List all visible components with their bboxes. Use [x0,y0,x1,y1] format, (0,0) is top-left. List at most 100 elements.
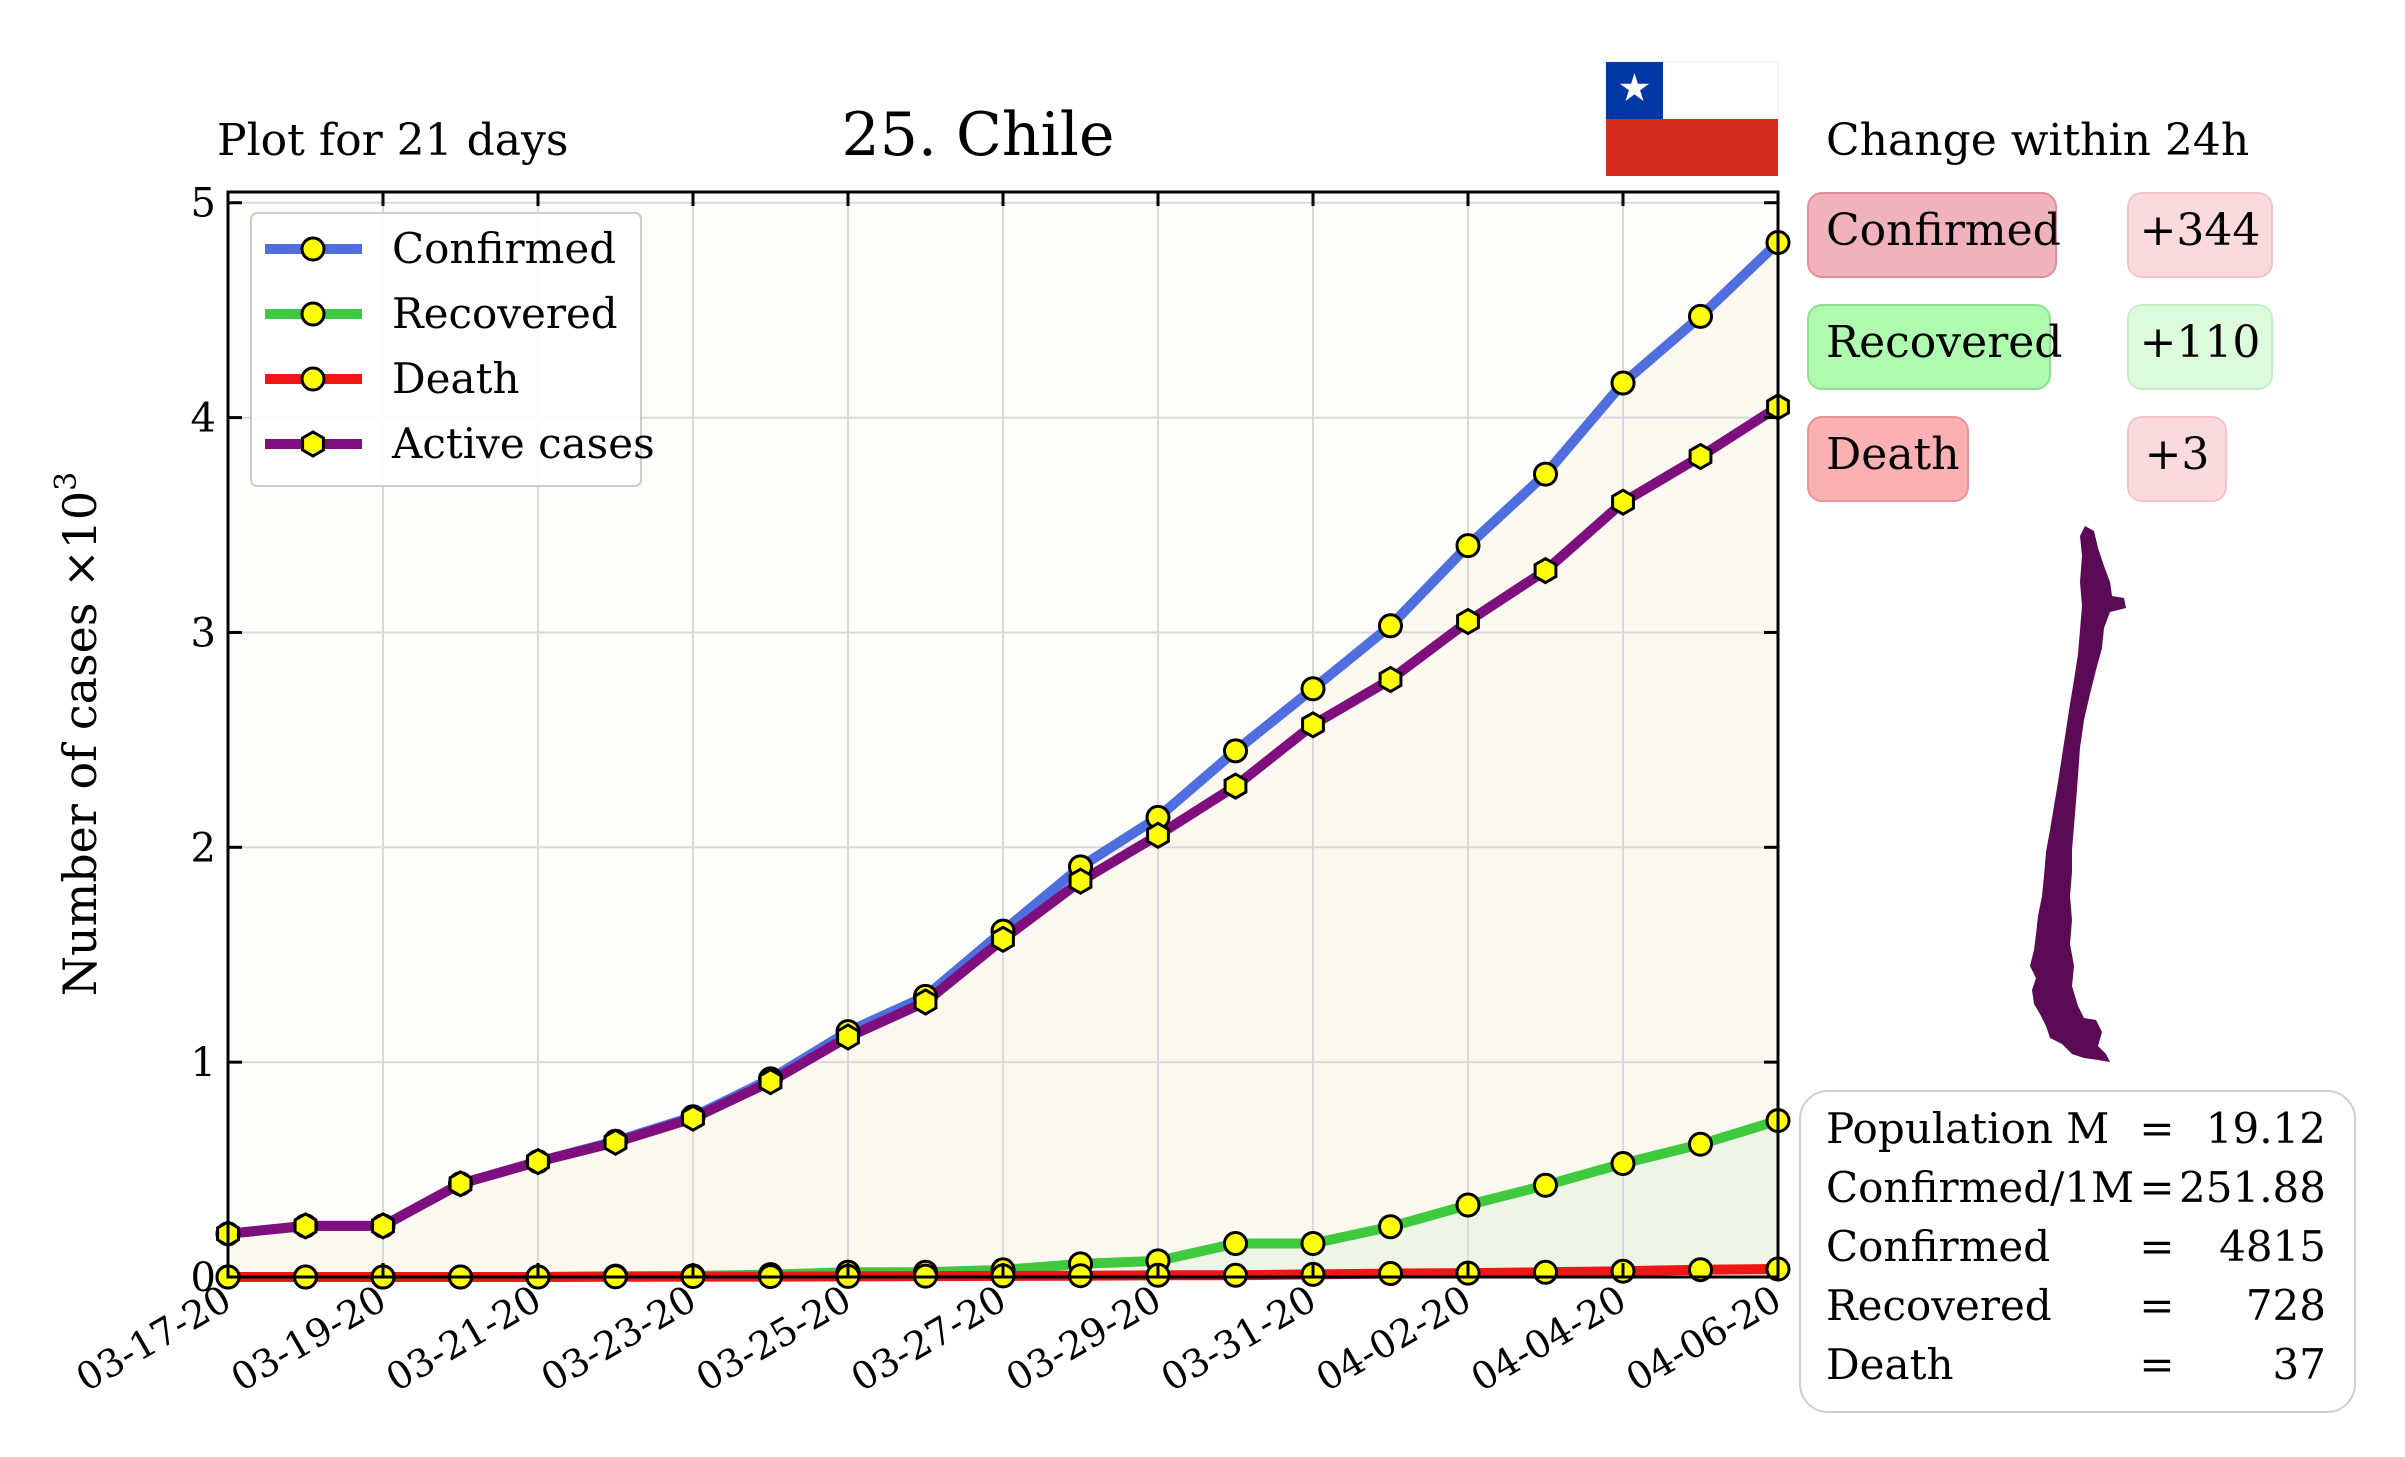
change-confirmed-value: +344 [2140,205,2261,256]
legend-marker [300,366,326,392]
change-confirmed-label: Confirmed [1826,205,2061,256]
active-cases-point [1378,665,1403,694]
active-cases-point [448,1170,473,1198]
active-cases-point [991,925,1015,954]
change-death-value-box [2127,416,2227,502]
stats-equals: = [2139,1340,2174,1389]
chart-title: 25. Chile [842,100,1115,170]
active-cases-point [1611,488,1635,516]
stats-label: Death [1826,1340,1954,1389]
legend-label: Active cases [391,419,655,468]
change-death-box [1807,416,1969,502]
x-tick-label: 03-27-20 [844,1277,1014,1400]
death-point [1533,1259,1558,1285]
active-cases-point [1068,867,1093,895]
active-cases-point [913,988,938,1016]
y-tick-label: 1 [191,1040,216,1086]
stats-value: 4815 [2219,1222,2326,1271]
stats-row-confirmed-1m: Confirmed/1M = 251.88 [1826,1163,2326,1212]
stats-label: Population M [1826,1104,2109,1153]
recovered-point [1223,1230,1248,1256]
legend-label: Confirmed [392,224,616,273]
legend-item-death: Death [265,354,520,403]
confirmed-point [1300,676,1326,702]
change-confirmed-value-box [2127,192,2273,278]
recovered-point [1378,1214,1403,1240]
stats-row-population-m: Population M = 19.12 [1826,1104,2326,1153]
legend-label: Death [392,354,520,403]
chile-flag-icon [1605,61,1779,176]
change-recovered-box [1807,304,2051,390]
death-point [1378,1261,1403,1287]
active-cases-point [526,1147,550,1176]
stats-equals: = [2139,1104,2174,1153]
change-recovered-value: +110 [2140,317,2261,368]
active-cases-point [1301,711,1325,739]
stats-label: Confirmed/1M [1826,1163,2134,1212]
x-tick-label: 04-06-20 [1619,1277,1789,1400]
active-cases-point [1533,556,1558,585]
death-point [1688,1257,1713,1283]
chile-map-icon [2030,526,2126,1062]
active-cases-point [1688,442,1713,471]
recovered-point [1300,1230,1326,1256]
active-cases-point [758,1067,783,1096]
change-recovered-value-box [2127,304,2273,390]
legend-marker [300,236,326,262]
x-tick-label: 04-04-20 [1464,1277,1634,1400]
legend-marker [301,430,325,458]
stats-value: 37 [2273,1340,2326,1389]
confirmed-point [1455,533,1481,559]
recovered-point [1688,1131,1713,1157]
active-cases-point [293,1212,318,1240]
y-tick-label: 5 [191,181,216,227]
confirmed-point [1688,303,1713,329]
stats-equals: = [2139,1281,2174,1330]
active-cases-point [836,1023,860,1051]
change-confirmed-box [1807,192,2057,278]
x-tick-label: 03-29-20 [999,1277,1169,1400]
stats-label: Confirmed [1826,1222,2050,1271]
confirmed-point [1610,370,1636,396]
change-panel: Confirmed +344 Recovered +110 Death +3 [1807,192,2273,502]
stats-value: 19.12 [2206,1104,2326,1153]
active-cases-point [1223,772,1248,800]
confirmed-area [228,242,1778,1277]
recovered-point [1533,1172,1558,1198]
y-tick-label: 3 [191,610,216,656]
legend-item-confirmed: Confirmed [265,224,616,273]
stats-equals: = [2139,1222,2174,1271]
y-axis-label: Number of cases ×103 [49,472,107,997]
legend: Confirmed Recovered Death Active cases [250,212,655,487]
confirmed-point [1533,461,1558,487]
x-tick-label: 03-21-20 [379,1277,549,1400]
legend-marker [300,301,326,327]
plot-subtitle: Plot for 21 days [217,115,568,166]
stats-row-confirmed: Confirmed = 4815 [1826,1222,2326,1271]
x-tick-label: 03-19-20 [224,1277,394,1400]
confirmed-point [1223,738,1248,764]
x-tick-label: 03-25-20 [689,1277,859,1400]
stats-equals: = [2139,1163,2174,1212]
y-tick-label: 4 [191,396,216,442]
x-tick-label: 03-17-20 [69,1277,239,1400]
stats-row-recovered: Recovered = 728 [1826,1281,2326,1330]
recovered-point [1610,1151,1636,1177]
stats-value: 251.88 [2179,1163,2326,1212]
change-death-value: +3 [2145,429,2210,480]
legend-item-active-cases: Active cases [265,419,655,468]
x-tick-label: 03-31-20 [1154,1277,1324,1400]
change-title: Change within 24h [1826,115,2249,166]
y-tick-label: 2 [191,825,216,871]
stats-label: Recovered [1826,1281,2052,1330]
recovered-point [1455,1192,1481,1218]
stats-row-death: Death = 37 [1826,1340,2326,1389]
active-cases-point [681,1104,705,1132]
change-death-label: Death [1826,429,1960,480]
confirmed-point [1378,613,1403,639]
legend-label: Recovered [392,289,618,338]
active-cases-point [603,1128,628,1157]
stats-value: 728 [2246,1281,2326,1330]
